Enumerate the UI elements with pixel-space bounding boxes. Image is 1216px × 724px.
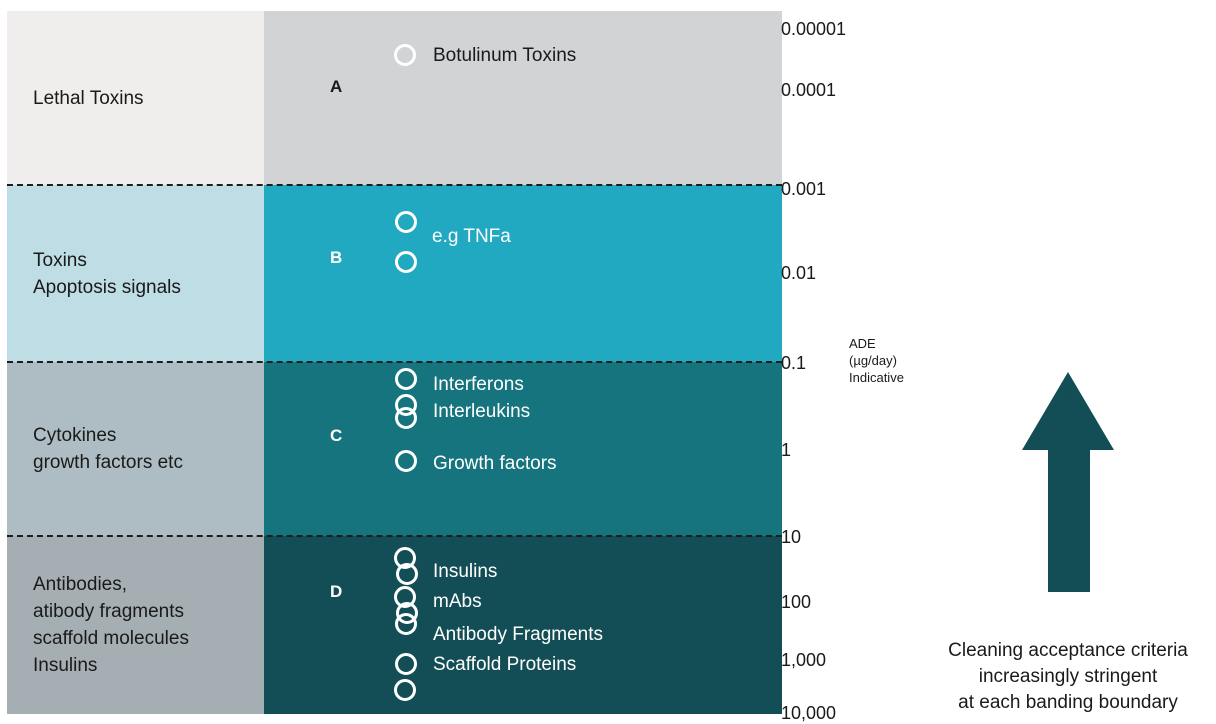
molecule-label-mabs: mAbs bbox=[433, 591, 482, 612]
molecule-label-tnfa: e.g TNFa bbox=[432, 226, 511, 247]
axis-tick: 0.01 bbox=[781, 263, 817, 283]
band-c-letter: C bbox=[330, 426, 343, 445]
band-c-category-text: Cytokines growth factors etc bbox=[33, 425, 183, 473]
molecule-ring bbox=[395, 450, 417, 472]
band-b-panel: B e.g TNFa bbox=[264, 185, 782, 362]
molecule-label-insulins: Insulins bbox=[433, 561, 498, 582]
axis-tick: 0.00001 bbox=[781, 19, 847, 39]
band-c-panel: C Interferons Interleukins Growth factor… bbox=[264, 362, 782, 536]
band-b-letter: B bbox=[330, 248, 343, 267]
axis-label: ADE (µg/day) Indicative bbox=[849, 336, 904, 385]
band-b-category-text: Toxins Apoptosis signals bbox=[33, 249, 181, 298]
molecule-ring bbox=[395, 211, 417, 233]
molecule-ring bbox=[395, 407, 417, 429]
molecule-label-growth-factors: Growth factors bbox=[433, 453, 557, 474]
molecule-label-interleukins: Interleukins bbox=[433, 401, 531, 422]
axis-tick: 10 bbox=[781, 527, 802, 547]
band-d-category-text: Antibodies, atibody fragments scaffold m… bbox=[33, 574, 189, 676]
band-a-category-text: Lethal Toxins bbox=[33, 87, 144, 109]
molecule-ring bbox=[396, 563, 418, 585]
band-b-category: Toxins Apoptosis signals bbox=[7, 185, 264, 362]
band-boundary-cd bbox=[7, 535, 782, 537]
band-d-panel: D Insulins mAbs Antibody Fragments Scaff… bbox=[264, 536, 782, 714]
axis-tick: 100 bbox=[781, 592, 812, 612]
band-a-category: Lethal Toxins bbox=[7, 11, 264, 185]
band-c-category: Cytokines growth factors etc bbox=[7, 362, 264, 536]
molecule-ring bbox=[395, 613, 417, 635]
band-a-letter: A bbox=[330, 77, 343, 96]
molecule-label-botulinum: Botulinum Toxins bbox=[433, 45, 577, 66]
molecule-label-interferons: Interferons bbox=[433, 374, 524, 395]
axis-tick: 1,000 bbox=[781, 650, 827, 670]
up-arrow-icon bbox=[1022, 372, 1114, 592]
molecule-label-antibody-fragments: Antibody Fragments bbox=[433, 624, 604, 645]
band-a-panel: A Botulinum Toxins bbox=[264, 11, 782, 185]
molecule-ring bbox=[395, 653, 417, 675]
axis-tick: 0.1 bbox=[781, 353, 807, 373]
molecule-ring bbox=[394, 679, 416, 701]
molecule-ring bbox=[395, 368, 417, 390]
molecule-ring bbox=[394, 44, 416, 66]
molecule-label-scaffold: Scaffold Proteins bbox=[433, 654, 577, 675]
axis-tick: 0.0001 bbox=[781, 80, 837, 100]
caption: Cleaning acceptance criteria increasingl… bbox=[948, 640, 1188, 713]
band-d-category: Antibodies, atibody fragments scaffold m… bbox=[7, 536, 264, 714]
molecule-ring bbox=[395, 251, 417, 273]
band-boundary-bc bbox=[7, 361, 782, 363]
axis-tick: 0.001 bbox=[781, 179, 827, 199]
band-boundary-ab bbox=[7, 184, 782, 186]
axis-tick: 10,000 bbox=[781, 703, 837, 723]
band-d-letter: D bbox=[330, 582, 343, 601]
axis-tick: 1 bbox=[781, 440, 792, 460]
